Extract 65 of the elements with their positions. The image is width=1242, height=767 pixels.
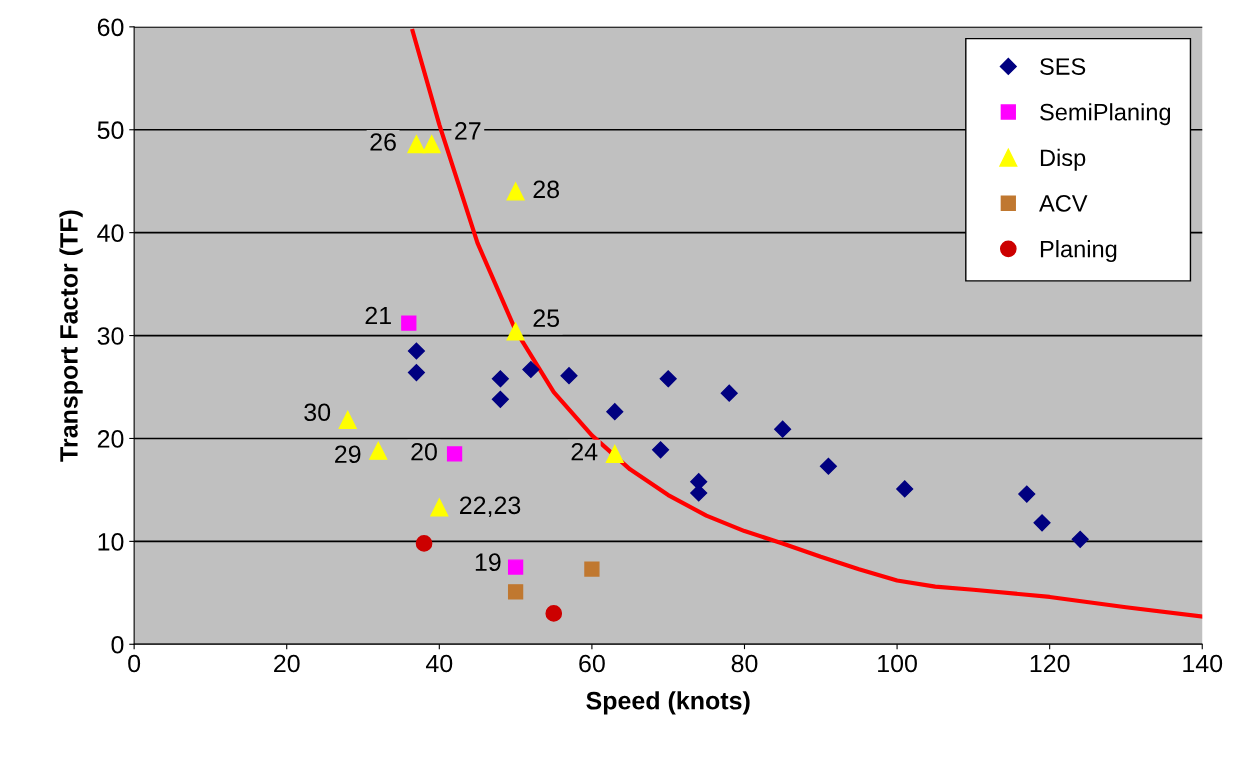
legend-label: SemiPlaning bbox=[1040, 103, 1171, 126]
x-tick-label: 140 bbox=[1183, 654, 1223, 673]
point bbox=[422, 135, 441, 154]
y-tick-label: 40 bbox=[97, 224, 124, 242]
point bbox=[407, 135, 426, 154]
y-tick-label: 50 bbox=[97, 121, 124, 140]
legend-label: ACV bbox=[1039, 195, 1088, 212]
point bbox=[652, 441, 670, 459]
annotation: 19 bbox=[475, 553, 501, 572]
point bbox=[430, 498, 449, 517]
point bbox=[506, 182, 525, 201]
x-tick-label: 100 bbox=[878, 654, 917, 673]
point bbox=[507, 559, 524, 575]
point bbox=[1033, 514, 1051, 532]
point bbox=[491, 390, 509, 408]
point bbox=[506, 322, 525, 341]
legend-label: SES bbox=[1040, 58, 1086, 75]
point bbox=[401, 315, 417, 331]
y-tick-label: 20 bbox=[97, 430, 124, 448]
point bbox=[407, 364, 425, 382]
point bbox=[606, 403, 624, 421]
annotation: 22,23 bbox=[460, 496, 521, 518]
point bbox=[584, 561, 600, 577]
line-series bbox=[410, 28, 1203, 619]
point bbox=[338, 410, 357, 429]
y-tick-label: 0 bbox=[111, 635, 124, 654]
point bbox=[720, 384, 738, 402]
point bbox=[1018, 485, 1036, 503]
x-axis-title: Speed (knots) bbox=[586, 691, 750, 715]
annotation: 25 bbox=[533, 309, 560, 328]
point bbox=[369, 441, 388, 460]
x-tick-label: 120 bbox=[1030, 654, 1070, 673]
legend-label: Disp bbox=[1040, 148, 1086, 171]
point bbox=[446, 446, 463, 462]
point bbox=[407, 342, 425, 360]
x-tick-label: 80 bbox=[731, 654, 758, 673]
point bbox=[522, 360, 540, 379]
annotation: 30 bbox=[304, 403, 331, 422]
point bbox=[605, 444, 624, 463]
point bbox=[560, 367, 578, 385]
x-tick-label: 40 bbox=[425, 654, 453, 673]
legend-label: Planing bbox=[1040, 240, 1117, 263]
annotation: 27 bbox=[455, 122, 481, 140]
annotation: 21 bbox=[365, 306, 391, 325]
point bbox=[819, 457, 837, 475]
x-tick-label: 20 bbox=[274, 654, 300, 673]
point bbox=[1071, 530, 1089, 548]
point bbox=[545, 605, 563, 622]
x-tick-label: 0 bbox=[128, 654, 141, 673]
point bbox=[659, 370, 677, 388]
annotation: 20 bbox=[411, 442, 437, 461]
annotation: 28 bbox=[533, 180, 559, 199]
point bbox=[774, 420, 792, 438]
y-tick-label: 60 bbox=[97, 18, 124, 37]
point bbox=[415, 535, 433, 552]
point bbox=[507, 584, 524, 600]
point bbox=[896, 480, 914, 498]
x-tick-label: 60 bbox=[579, 654, 605, 673]
y-tick-label: 30 bbox=[97, 327, 124, 345]
annotation: 24 bbox=[571, 442, 598, 461]
annotation: 29 bbox=[335, 445, 361, 464]
point bbox=[491, 370, 509, 388]
annotation: 26 bbox=[370, 133, 396, 151]
y-tick-label: 10 bbox=[98, 532, 124, 551]
y-axis-title: Transport Factor (TF) bbox=[59, 210, 83, 462]
